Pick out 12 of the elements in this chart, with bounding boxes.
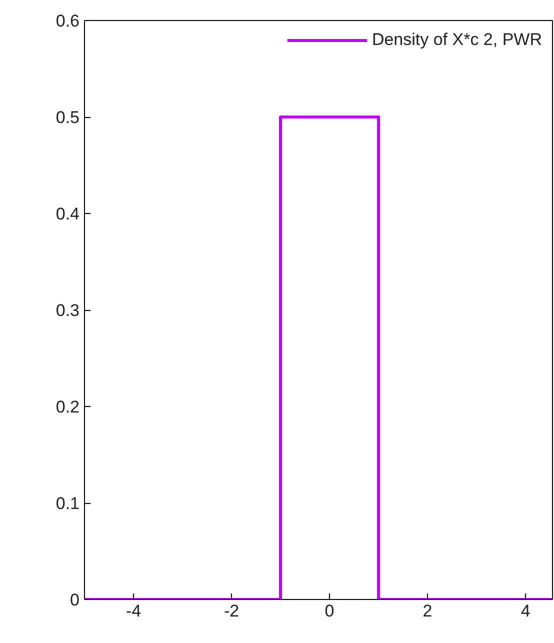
y-tick-label: 0.2 [56,398,80,416]
y-tick-label: 0.1 [56,494,80,513]
y-tick-label: 0.4 [56,204,80,224]
y-tick-label: 0.3 [56,301,80,320]
legend-label: Density of X*c 2, PWR [372,30,542,50]
y-tick-label: 0.5 [56,108,80,127]
x-tick-label: 0 [324,602,334,620]
x-tick-label: -4 [126,602,142,620]
x-tick-label: 4 [520,602,530,620]
x-tick-label: 2 [422,602,432,620]
x-tick-label: -2 [224,602,240,620]
y-tick-label: 0.6 [56,12,80,30]
